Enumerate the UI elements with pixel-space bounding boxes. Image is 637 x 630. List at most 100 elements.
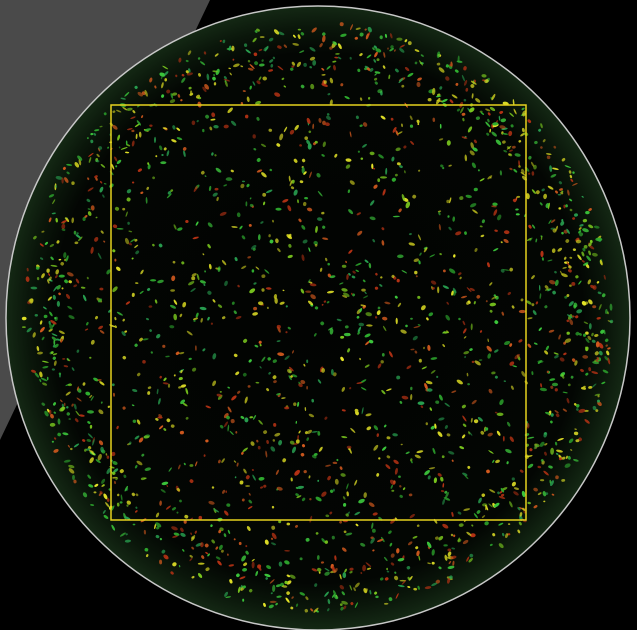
cell: [131, 140, 135, 147]
cell: [449, 64, 452, 67]
cell: [124, 330, 128, 333]
cell: [162, 65, 169, 70]
cell: [289, 574, 296, 579]
cell: [446, 140, 451, 146]
cell: [349, 584, 353, 591]
cell: [381, 389, 386, 395]
cell: [86, 276, 89, 280]
cell: [147, 391, 151, 395]
cell: [26, 267, 29, 272]
cell: [219, 391, 222, 393]
cell: [370, 536, 374, 539]
cell: [173, 313, 178, 321]
cell: [586, 255, 592, 262]
cell: [500, 493, 505, 497]
cell: [149, 329, 152, 332]
cell: [379, 284, 383, 287]
cell: [511, 477, 515, 481]
cell: [205, 551, 209, 555]
cell: [270, 64, 274, 68]
cell: [258, 340, 262, 344]
cell: [549, 165, 553, 172]
cell: [509, 112, 514, 117]
cell: [231, 225, 238, 229]
cell: [120, 494, 123, 501]
cell: [562, 408, 567, 412]
cell: [373, 184, 378, 189]
cell: [467, 431, 471, 435]
cell: [276, 393, 281, 396]
cell: [409, 513, 415, 519]
cell: [598, 350, 603, 356]
cell: [589, 239, 593, 244]
cell: [506, 461, 509, 465]
cell: [178, 377, 183, 381]
cell: [419, 60, 423, 66]
cell: [350, 602, 354, 606]
cell: [150, 351, 153, 354]
cell: [287, 368, 292, 374]
cell: [476, 294, 481, 299]
cell: [253, 306, 258, 311]
cell: [570, 375, 574, 379]
cell: [381, 227, 385, 231]
cell: [289, 440, 295, 445]
cell: [377, 538, 384, 543]
cell: [313, 240, 318, 246]
cell: [202, 128, 205, 133]
cell: [597, 291, 602, 295]
cell: [286, 574, 291, 578]
cell: [130, 238, 136, 243]
cell: [275, 584, 281, 588]
cell: [521, 371, 526, 377]
cell: [236, 462, 239, 467]
cell: [472, 147, 478, 152]
cell: [564, 165, 571, 168]
cell: [462, 472, 468, 476]
cell: [90, 246, 94, 254]
cell: [99, 381, 105, 386]
cell: [76, 349, 80, 353]
cell: [447, 565, 455, 569]
cell: [244, 114, 249, 119]
cell: [463, 351, 470, 355]
cell: [159, 145, 163, 151]
cell: [74, 418, 79, 423]
cell: [470, 142, 475, 149]
cell: [112, 224, 118, 229]
cell: [112, 392, 116, 397]
cell: [100, 446, 104, 453]
cell: [55, 217, 58, 223]
cell: [227, 529, 231, 534]
cell: [362, 143, 367, 148]
cell: [382, 65, 386, 69]
cell: [484, 79, 489, 84]
cell: [126, 197, 131, 202]
cell: [221, 260, 227, 266]
cell: [241, 555, 246, 562]
cell: [528, 155, 532, 160]
cell: [609, 319, 614, 324]
cell: [597, 399, 601, 403]
cell: [487, 432, 493, 437]
cell: [396, 375, 401, 380]
cell: [116, 502, 120, 507]
cell: [289, 129, 295, 135]
cell: [276, 324, 281, 329]
cell: [442, 483, 445, 488]
cell: [195, 345, 197, 351]
cell: [425, 422, 429, 426]
cell: [155, 534, 160, 539]
cell: [271, 532, 277, 540]
cell: [147, 162, 150, 165]
cell: [321, 491, 327, 497]
cell: [396, 162, 401, 166]
cell: [398, 475, 401, 478]
cell: [159, 72, 166, 77]
cell: [258, 48, 263, 52]
cell: [464, 154, 468, 162]
cell: [281, 585, 288, 588]
cell: [340, 606, 344, 611]
cell: [352, 293, 356, 297]
cell: [134, 244, 139, 249]
